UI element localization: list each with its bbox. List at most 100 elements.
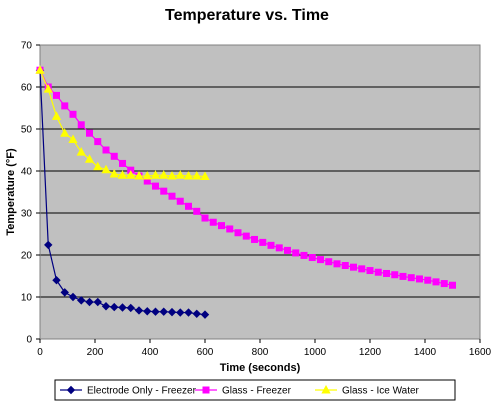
data-point <box>43 84 53 93</box>
data-point <box>218 222 225 230</box>
data-point <box>152 182 159 190</box>
data-point <box>407 274 415 282</box>
data-point <box>350 263 357 271</box>
data-point <box>118 303 127 312</box>
data-point <box>416 275 423 283</box>
x-tick-label: 0 <box>37 347 43 358</box>
data-point <box>308 254 316 262</box>
tick-labels: 0 10 20 30 40 50 60 70 0 200 400 600 800 1000 1200 1400… <box>21 41 492 359</box>
data-point <box>209 218 217 226</box>
data-point <box>117 170 128 179</box>
data-point <box>440 280 448 288</box>
data-point <box>192 309 201 319</box>
data-point <box>192 170 202 180</box>
data-point <box>176 308 185 317</box>
data-point <box>317 256 324 264</box>
data-point <box>77 121 85 129</box>
x-axis-label: Time (seconds) <box>220 362 301 374</box>
data-point <box>449 281 456 289</box>
data-point <box>76 147 86 156</box>
data-point <box>284 246 291 254</box>
legend-label: Electrode Only - Freezer <box>87 386 197 397</box>
data-point <box>251 235 258 243</box>
data-point <box>53 91 60 99</box>
y-tick-label: 0 <box>26 335 32 346</box>
data-point <box>150 170 161 179</box>
legend-item: Glass - Freezer <box>195 386 292 397</box>
y-tick-label: 10 <box>21 293 33 304</box>
data-point <box>151 307 160 316</box>
data-point <box>321 384 331 394</box>
data-point <box>60 128 70 137</box>
data-point <box>374 268 382 276</box>
data-point <box>86 129 93 137</box>
y-axis-label: Temperature (°F) <box>5 148 17 236</box>
data-point <box>234 229 242 237</box>
data-point <box>94 138 102 146</box>
data-point <box>52 275 61 285</box>
data-point <box>84 154 95 163</box>
data-point <box>200 171 210 180</box>
chart-title: Temperature vs. Time <box>165 7 329 24</box>
legend-item: Electrode Only - Freezer <box>60 386 197 397</box>
data-point <box>358 265 366 273</box>
x-tick-label: 200 <box>87 347 104 358</box>
data-point <box>183 170 194 180</box>
y-tick-label: 30 <box>21 209 33 220</box>
series <box>35 65 456 319</box>
data-point <box>175 170 185 179</box>
data-point <box>325 258 333 266</box>
data-point <box>333 260 341 268</box>
y-tick-label: 50 <box>21 125 33 136</box>
data-point <box>202 386 210 394</box>
data-point <box>101 302 111 311</box>
data-point <box>85 297 94 307</box>
data-point <box>66 385 76 395</box>
data-point <box>200 310 210 319</box>
data-point <box>432 278 440 286</box>
data-point <box>383 269 390 277</box>
data-point <box>292 249 300 257</box>
plot-area <box>40 45 480 339</box>
series-group <box>35 65 210 180</box>
data-point <box>242 232 250 240</box>
data-point <box>201 214 209 222</box>
data-point <box>134 306 144 315</box>
x-tick-label: 800 <box>252 347 269 358</box>
data-point <box>366 267 374 275</box>
x-tick-label: 400 <box>142 347 159 358</box>
data-point <box>134 170 144 180</box>
legend: Electrode Only - Freezer Glass - Freezer G… <box>54 379 456 401</box>
data-point <box>143 307 152 316</box>
y-tick-label: 40 <box>21 167 33 178</box>
data-point <box>167 170 177 180</box>
x-tick-label: 1400 <box>414 347 437 358</box>
data-point <box>51 111 62 120</box>
legend-label: Glass - Freezer <box>222 386 292 397</box>
y-tick-label: 20 <box>21 251 33 262</box>
data-point <box>399 272 407 280</box>
data-point <box>44 240 53 250</box>
data-point <box>159 170 169 179</box>
data-point <box>300 251 308 259</box>
data-point <box>176 197 184 205</box>
data-point <box>61 102 69 110</box>
data-point <box>77 296 86 305</box>
data-point <box>226 225 234 233</box>
data-point <box>184 308 193 317</box>
data-point <box>126 303 135 313</box>
data-point <box>193 207 201 215</box>
y-tick-label: 70 <box>21 41 33 52</box>
data-point <box>391 271 399 279</box>
data-point <box>110 302 119 312</box>
data-point <box>60 288 69 297</box>
data-point <box>35 65 45 74</box>
plot-background <box>40 45 480 339</box>
series-group <box>35 65 210 319</box>
legend-item: Glass - Ice Water <box>315 384 420 397</box>
data-point <box>185 202 192 210</box>
data-point <box>275 244 283 252</box>
data-point <box>109 168 119 178</box>
